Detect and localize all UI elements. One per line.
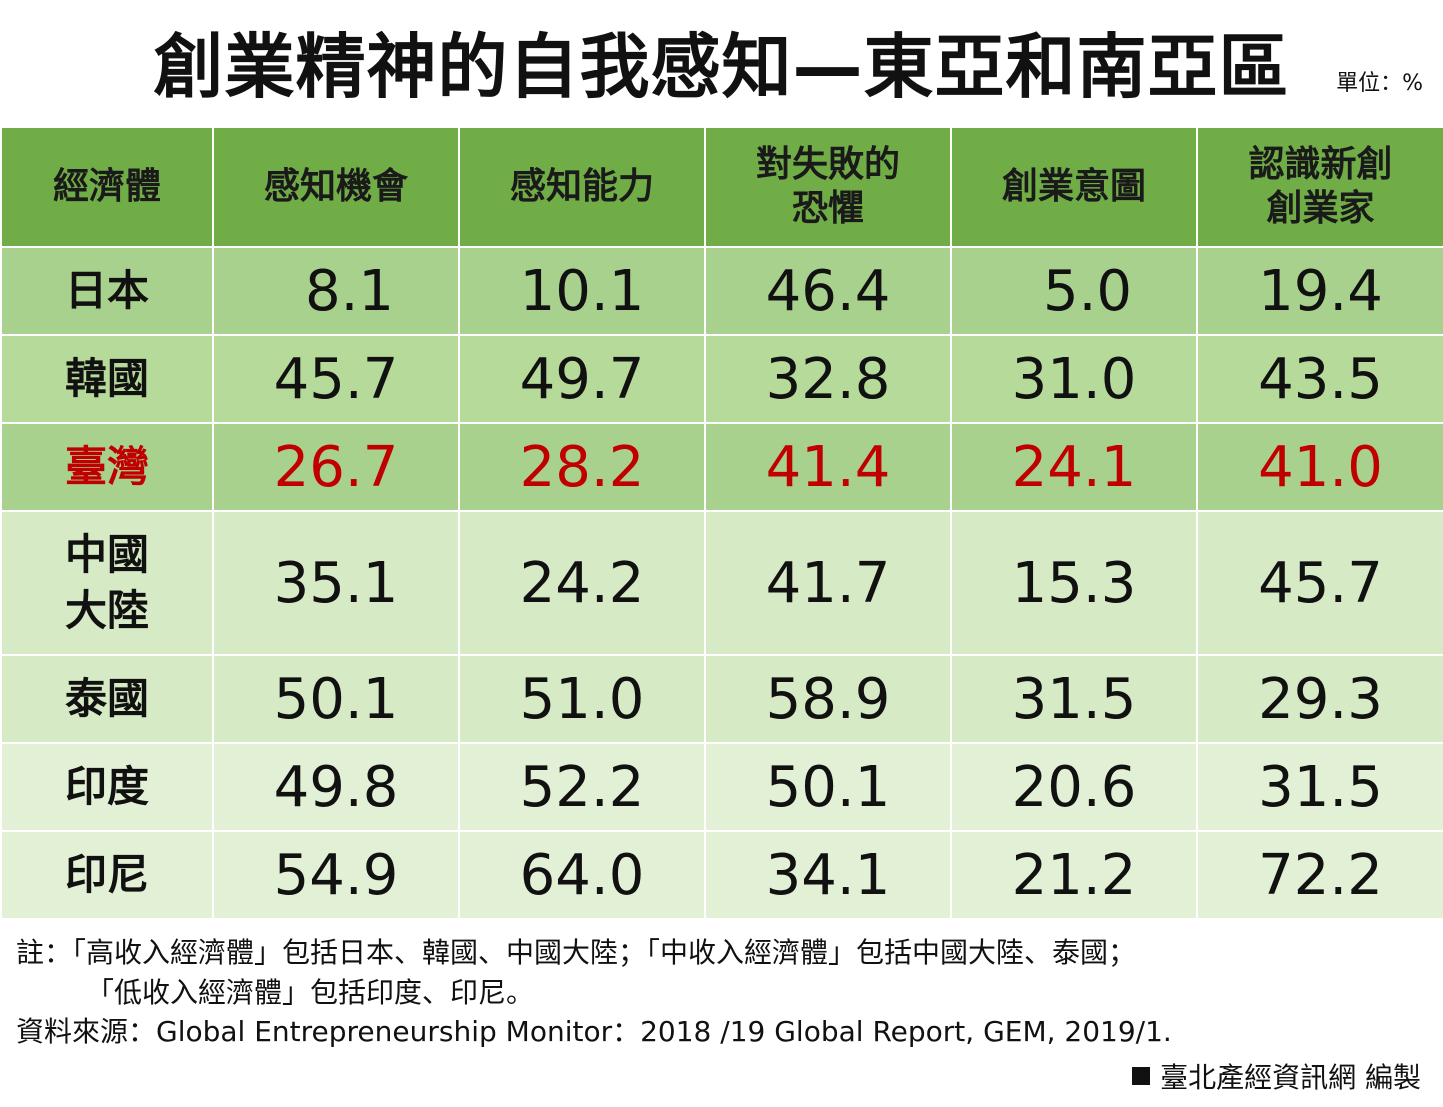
value-cell: 24.2 [458, 510, 706, 656]
value-cell: 43.5 [1196, 334, 1443, 424]
square-bullet-icon [1132, 1067, 1151, 1085]
value-cell: 45.7 [1196, 510, 1443, 656]
value-cell: 21.2 [950, 830, 1198, 920]
value-cell: 41.0 [1196, 422, 1443, 512]
data-table: 經濟體 感知機會 感知能力 對失敗的 恐懼 創業意圖 認識新創 創業家 日本 8.1 10.1 46… [0, 126, 1443, 920]
column-header-line: 對失敗的 [755, 144, 900, 185]
value-cell: 29.3 [1196, 654, 1443, 744]
value-cell: 49.8 [212, 742, 460, 832]
value-cell: 10.1 [458, 246, 706, 336]
table-row: 印尼 54.9 64.0 34.1 21.2 72.2 [0, 830, 1443, 920]
value-cell: 41.4 [704, 422, 952, 512]
column-header-line: 創業意圖 [1001, 166, 1146, 207]
economy-name-cell: 印度 [0, 742, 214, 832]
value-cell: 49.7 [458, 334, 706, 424]
table-row: 泰國 50.1 51.0 58.9 31.5 29.3 [0, 654, 1443, 744]
economy-name-cell: 泰國 [0, 654, 214, 744]
column-header: 感知機會 [212, 126, 460, 248]
economy-name-cell: 臺灣 [0, 422, 214, 512]
value-cell: 54.9 [212, 830, 460, 920]
column-header-line: 恐懼 [791, 188, 864, 229]
value-cell: 64.0 [458, 830, 706, 920]
column-header-line: 經濟體 [52, 166, 161, 207]
economy-name: 大陸 [64, 586, 149, 635]
economy-name-cell: 韓國 [0, 334, 214, 424]
value-cell: 51.0 [458, 654, 706, 744]
column-header: 創業意圖 [950, 126, 1198, 248]
economy-name: 臺灣 [64, 442, 149, 491]
value-cell: 26.7 [212, 422, 460, 512]
column-header-line: 感知機會 [263, 166, 408, 207]
value-cell: 31.5 [1196, 742, 1443, 832]
value-cell: 32.8 [704, 334, 952, 424]
column-header: 認識新創 創業家 [1196, 126, 1443, 248]
table-row: 中國 大陸 35.1 24.2 41.7 15.3 45.7 [0, 510, 1443, 656]
column-header: 經濟體 [0, 126, 214, 248]
table-row: 日本 8.1 10.1 46.4 5.0 19.4 [0, 246, 1443, 336]
table-row: 印度 49.8 52.2 50.1 20.6 31.5 [0, 742, 1443, 832]
economy-name: 中國 [64, 530, 149, 579]
value-cell: 58.9 [704, 654, 952, 744]
value-cell: 50.1 [212, 654, 460, 744]
source-text: 資料來源：Global Entrepreneurship Monitor：201… [16, 1015, 1172, 1048]
economy-name: 泰國 [64, 674, 149, 723]
chart-title-text: 創業精神的自我感知—東亞和南亞區 [153, 26, 1290, 108]
value-cell: 31.0 [950, 334, 1198, 424]
table-row: 臺灣 26.7 28.2 41.4 24.1 41.0 [0, 422, 1443, 512]
value-cell: 34.1 [704, 830, 952, 920]
header-row: 經濟體 感知機會 感知能力 對失敗的 恐懼 創業意圖 認識新創 創業家 [0, 126, 1443, 248]
economy-name: 日本 [64, 266, 149, 315]
value-cell: 8.1 [212, 246, 460, 336]
economy-name: 韓國 [64, 354, 149, 403]
value-cell: 52.2 [458, 742, 706, 832]
value-cell: 15.3 [950, 510, 1198, 656]
value-cell: 28.2 [458, 422, 706, 512]
economy-name-cell: 印尼 [0, 830, 214, 920]
value-cell: 41.7 [704, 510, 952, 656]
value-cell: 5.0 [950, 246, 1198, 336]
economy-name: 印尼 [64, 850, 149, 899]
column-header-line: 認識新創 [1248, 144, 1393, 185]
unit-label: 單位：% [1336, 71, 1423, 96]
credit-text: 臺北產經資訊網 編製 [1160, 1061, 1421, 1094]
column-header: 對失敗的 恐懼 [704, 126, 952, 248]
value-cell: 20.6 [950, 742, 1198, 832]
value-cell: 46.4 [704, 246, 952, 336]
economy-name: 印度 [64, 762, 149, 811]
value-cell: 19.4 [1196, 246, 1443, 336]
credit: 臺北產經資訊網 編製 [1132, 1060, 1421, 1096]
value-cell: 31.5 [950, 654, 1198, 744]
column-header: 感知能力 [458, 126, 706, 248]
column-header-line: 感知能力 [509, 166, 654, 207]
note-line-2: 「低收入經濟體」包括印度、印尼。 [86, 976, 535, 1009]
value-cell: 72.2 [1196, 830, 1443, 920]
economy-name-cell: 中國 大陸 [0, 510, 214, 656]
note-line-1: 註：「高收入經濟體」包括日本、韓國、中國大陸；「中收入經濟體」包括中國大陸、泰國… [16, 936, 1137, 969]
notes: 註：「高收入經濟體」包括日本、韓國、中國大陸；「中收入經濟體」包括中國大陸、泰國… [16, 933, 1136, 1013]
value-cell: 24.1 [950, 422, 1198, 512]
table-body: 日本 8.1 10.1 46.4 5.0 19.4 韓國 45.7 49.7 32.8 31.0 43… [0, 246, 1443, 920]
value-cell: 45.7 [212, 334, 460, 424]
table-row: 韓國 45.7 49.7 32.8 31.0 43.5 [0, 334, 1443, 424]
chart-title: 創業精神的自我感知—東亞和南亞區 [0, 22, 1443, 112]
value-cell: 35.1 [212, 510, 460, 656]
column-header-line: 創業家 [1266, 188, 1375, 229]
economy-name-cell: 日本 [0, 246, 214, 336]
value-cell: 50.1 [704, 742, 952, 832]
